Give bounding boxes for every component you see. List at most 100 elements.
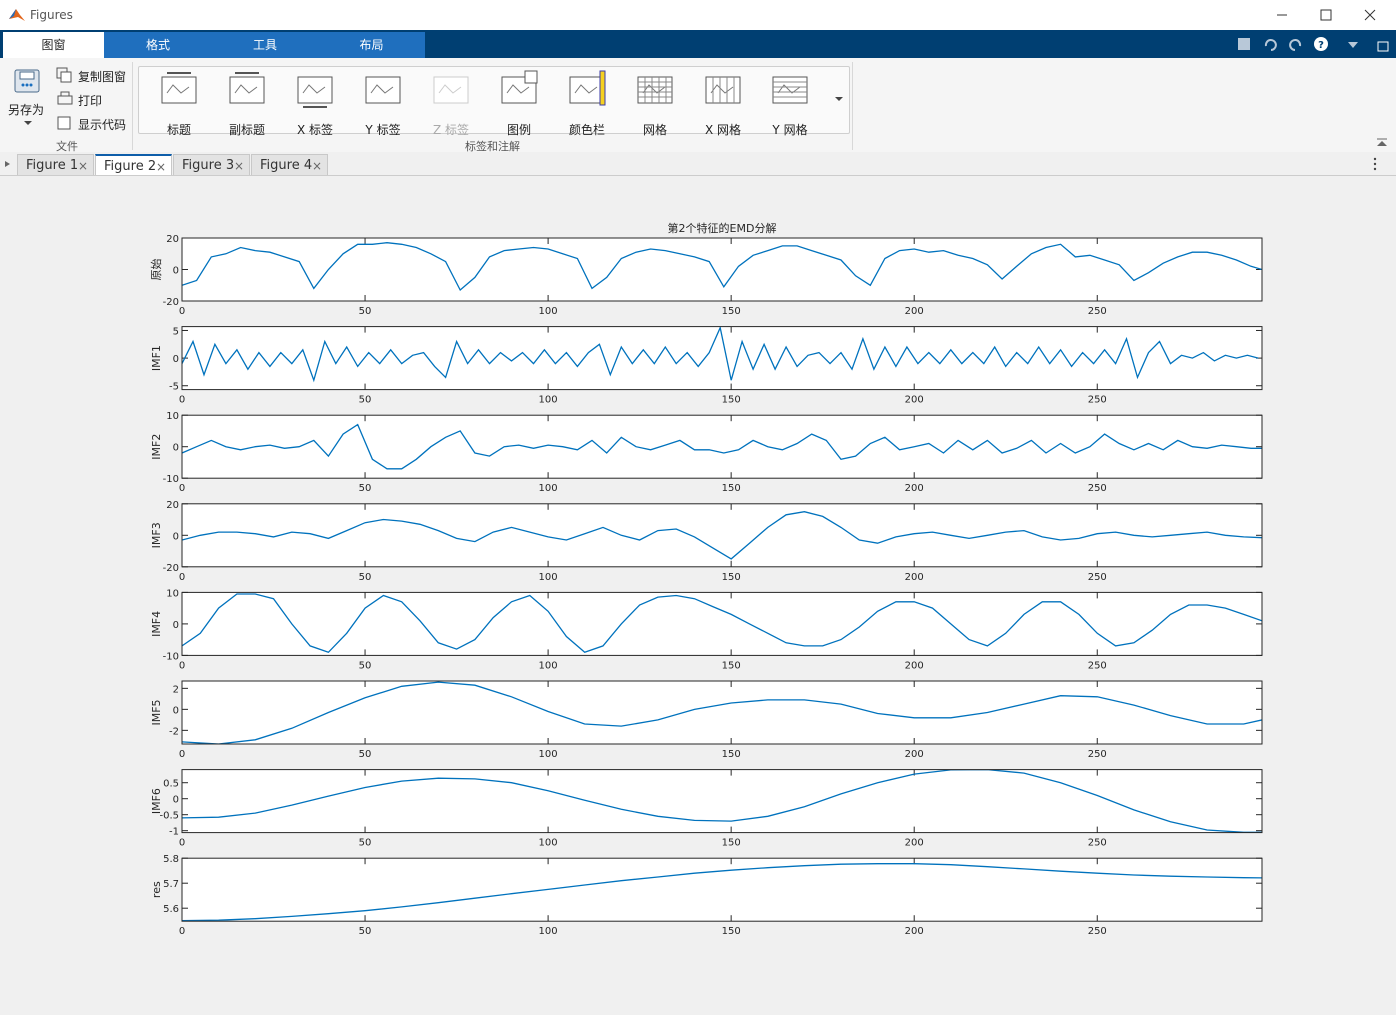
- y-axis-label: 原始: [149, 259, 163, 281]
- axes-box: [181, 857, 1263, 922]
- annotation-button[interactable]: 颜色栏: [568, 123, 605, 137]
- x-tick-label: 100: [539, 660, 558, 671]
- copy-figure-button[interactable]: 复制图窗: [78, 70, 127, 84]
- icon-wave: [777, 84, 801, 94]
- data-line: [182, 326, 1259, 383]
- icon-wave: [506, 84, 530, 94]
- icon-wave: [234, 84, 258, 94]
- figure-tab-label: Figure 1: [26, 158, 79, 173]
- close-button[interactable]: ×: [77, 159, 88, 173]
- print-button[interactable]: 打印: [78, 94, 103, 108]
- annotation-button[interactable]: Z 标签: [432, 123, 470, 137]
- x-tick-label: 250: [1088, 395, 1107, 406]
- y-tick-label: 0.5: [163, 779, 179, 790]
- y-tick-label: -1: [169, 827, 179, 838]
- x-tick-label: 150: [722, 483, 741, 494]
- button-icon: [433, 76, 469, 104]
- annotation-button[interactable]: X 标签: [296, 123, 334, 137]
- group-label: 文件: [56, 140, 78, 153]
- x-tick-label: 50: [359, 395, 372, 406]
- tab-options[interactable]: [1372, 157, 1378, 171]
- x-tick-label: 200: [905, 306, 924, 317]
- save-as-button[interactable]: 另存为: [8, 103, 45, 117]
- axes-box: [181, 769, 1263, 834]
- icon-wave: [302, 84, 326, 94]
- ribbon-tab[interactable]: 格式: [104, 32, 212, 58]
- x-tick-label: 50: [359, 306, 372, 317]
- x-tick-label: 0: [179, 306, 185, 317]
- figure-tab[interactable]: Figure 3 ×: [173, 154, 250, 175]
- annotation-button[interactable]: 网格: [642, 123, 667, 137]
- save-icon: [14, 69, 40, 93]
- x-tick-label: 50: [359, 572, 372, 583]
- icon-box: [365, 76, 401, 104]
- data-line: [182, 423, 1262, 470]
- button-icon: [229, 72, 265, 104]
- y-axis-label: IMF6: [150, 788, 163, 814]
- ribbon-tab[interactable]: 图窗: [3, 32, 104, 58]
- y-tick-label: 5: [173, 326, 179, 337]
- button-icon: [569, 70, 606, 106]
- figure-tab[interactable]: Figure 1 ×: [17, 154, 94, 175]
- x-tick-label: 150: [722, 306, 741, 317]
- y-axis-label: IMF1: [150, 345, 163, 371]
- tab-menu[interactable]: [4, 160, 12, 168]
- x-tick-label: 200: [905, 926, 924, 937]
- icon-wave: [710, 84, 734, 94]
- figure-tab[interactable]: Figure 4 ×: [251, 154, 328, 175]
- annotation-button[interactable]: 图例: [506, 123, 531, 137]
- annotation-button[interactable]: X 网格: [704, 123, 742, 137]
- y-axis-label: IMF4: [150, 611, 163, 637]
- button-icon: [365, 76, 401, 104]
- x-tick-label: 100: [539, 306, 558, 317]
- y-tick-label: 20: [166, 500, 179, 511]
- button-icon: [297, 76, 333, 108]
- annotation-button[interactable]: Y 标签: [365, 123, 401, 137]
- figure-tab-label: Figure 2: [104, 159, 157, 174]
- separator: [852, 62, 853, 150]
- axes-background: [182, 415, 1262, 479]
- x-tick-label: 100: [539, 483, 558, 494]
- annotation-button[interactable]: 标题: [166, 123, 191, 137]
- data-line: [182, 681, 1262, 744]
- ribbon-tab[interactable]: 工具: [212, 32, 318, 58]
- show-code-checkbox[interactable]: 显示代码: [78, 118, 127, 132]
- figure-tab[interactable]: Figure 2 ×: [95, 154, 172, 175]
- y-tick-label: 0: [173, 795, 179, 806]
- annotation-button[interactable]: Y 网格: [772, 123, 808, 137]
- button-icon: [637, 76, 673, 104]
- ribbon-tabs: 图窗 格式 工具 布局 ?: [0, 30, 1396, 58]
- ribbon-tab[interactable]: 布局: [318, 32, 425, 58]
- icon-box: [297, 76, 333, 104]
- close-button[interactable]: ×: [311, 159, 322, 173]
- annotation-button[interactable]: 副标题: [228, 123, 265, 137]
- data-line: [182, 593, 1262, 654]
- annotation-group: 标题 副标题 X 标签 Y 标签 Z 标签 图例 颜色栏 网格 X 网格 Y 网格: [138, 66, 850, 137]
- quick-access[interactable]: ?: [1230, 34, 1396, 56]
- close-button[interactable]: ×: [233, 159, 244, 173]
- data-line: [182, 863, 1262, 922]
- window-controls[interactable]: [1260, 0, 1396, 30]
- x-tick-label: 50: [359, 926, 372, 937]
- x-tick-label: 200: [905, 483, 924, 494]
- x-tick-label: 0: [179, 572, 185, 583]
- window-title: Figures: [30, 8, 73, 22]
- icon-wave: [438, 84, 462, 94]
- app-icon: [9, 9, 25, 21]
- figure-tabs: Figure 1 × Figure 2 × Figure 3 × Figure 4 ×: [0, 152, 1396, 176]
- y-tick-label: -10: [163, 474, 179, 485]
- axes-box: [181, 680, 1263, 745]
- y-tick-label: -0.5: [159, 811, 179, 822]
- y-tick-label: 20: [166, 234, 179, 245]
- collapse-toggle[interactable]: [1376, 138, 1388, 148]
- icon-box: [229, 76, 265, 104]
- group-label: 标签和注解: [465, 140, 520, 153]
- file-icons: [56, 67, 73, 130]
- more-arrow[interactable]: [834, 96, 844, 102]
- y-tick-label: -10: [163, 651, 179, 662]
- dropdown-arrow[interactable]: [23, 120, 33, 126]
- x-tick-label: 100: [539, 838, 558, 849]
- x-tick-label: 50: [359, 749, 372, 760]
- close-button[interactable]: ×: [155, 160, 166, 174]
